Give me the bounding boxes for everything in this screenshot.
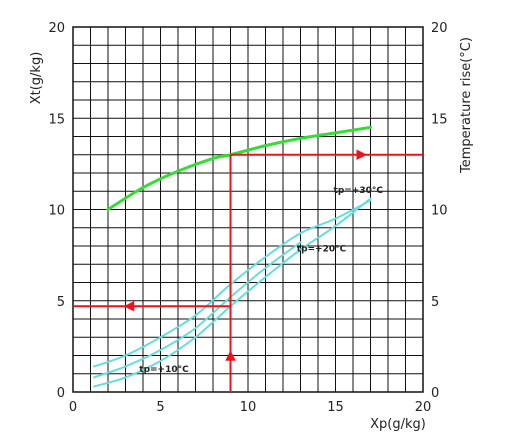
y-tick-label-left: 10	[48, 204, 65, 219]
curve-annotation: tp=+20°C	[297, 244, 347, 254]
y-tick-label-left: 5	[57, 295, 65, 310]
y-tick-label-right: 20	[431, 21, 448, 36]
y-tick-label-right: 0	[431, 386, 439, 401]
guide-lines	[73, 149, 423, 392]
tp-curve-20	[93, 241, 302, 379]
x-tick-label: 5	[156, 400, 164, 415]
y-tick-label-right: 15	[431, 112, 448, 127]
x-tick-label: 20	[415, 400, 432, 415]
temperature-rise-curve	[106, 125, 372, 211]
tp-curve-30	[93, 199, 372, 368]
y-axis-label-right: Temperature rise(°C)	[459, 37, 474, 174]
annotations: tp=+30°C tp=+20°C tp=+10°C	[139, 186, 383, 375]
x-axis-label: Xp(g/kg)	[370, 417, 426, 432]
series-layer	[93, 125, 372, 388]
x-tick-label: 10	[240, 400, 257, 415]
y-tick-label-left: 15	[48, 112, 65, 127]
y-tick-label-right: 5	[431, 295, 439, 310]
curve-annotation: tp=+30°C	[334, 186, 384, 196]
y-tick-label-left: 0	[57, 386, 65, 401]
y-tick-label-left: 20	[48, 21, 65, 36]
grid	[72, 26, 424, 393]
plot-frame	[72, 26, 424, 393]
x-tick-label: 0	[69, 400, 77, 415]
y-axis-label-left: Xt(g/kg)	[29, 52, 44, 105]
y-tick-label-right: 10	[431, 204, 448, 219]
x-tick-label: 15	[327, 400, 344, 415]
tp-curve-10	[93, 197, 372, 388]
curve-annotation: tp=+10°C	[139, 365, 189, 375]
